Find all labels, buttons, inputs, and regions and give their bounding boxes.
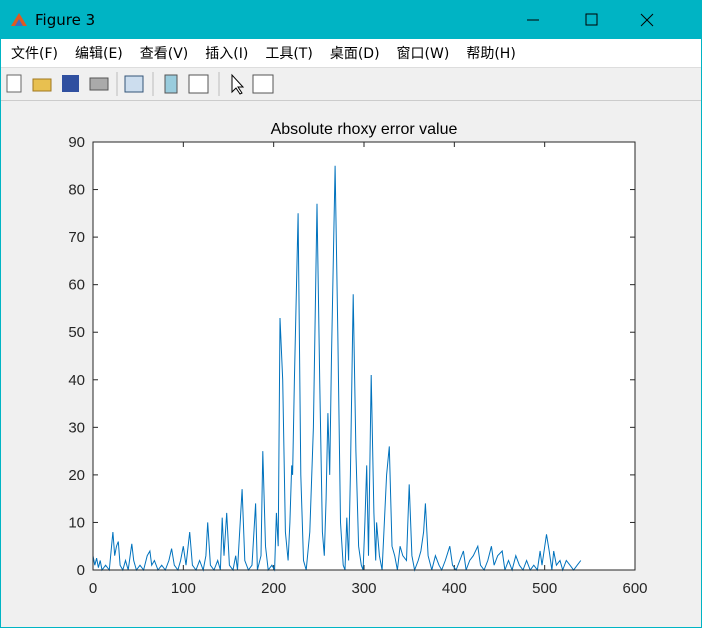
menu-item[interactable]: 工具(T): [265, 46, 313, 62]
y-tick-label: 30: [68, 419, 85, 436]
y-tick-label: 20: [68, 467, 85, 484]
y-tick-label: 40: [68, 372, 85, 389]
menu-item[interactable]: 查看(V): [139, 46, 189, 62]
title-bar: Figure 3: [1, 1, 701, 39]
menu-item[interactable]: 窗口(W): [396, 46, 450, 62]
y-tick-label: 50: [68, 324, 85, 341]
toolbar: [1, 68, 701, 101]
chart-title: Absolute rhoxy error value: [271, 121, 458, 138]
window-controls[interactable]: [141, 1, 701, 39]
menu-item[interactable]: 桌面(D): [329, 46, 380, 62]
data-line: [92, 165, 582, 572]
x-tick-label: 100: [171, 580, 196, 597]
axes-box: [92, 141, 636, 571]
x-tick-label: 400: [442, 580, 467, 597]
x-tick-label: 300: [351, 580, 376, 597]
x-tick-label: 500: [532, 580, 557, 597]
toolbar-icons[interactable]: [1, 68, 281, 100]
x-tick-label: 0: [89, 580, 97, 597]
menu-item[interactable]: 文件(F): [11, 46, 58, 62]
y-tick-label: 80: [68, 182, 85, 199]
y-tick-label: 0: [77, 562, 85, 579]
x-tick-label: 200: [261, 580, 286, 597]
menu-item[interactable]: 帮助(H): [466, 46, 516, 62]
menu-bar: 文件(F) 编辑(E) 查看(V) 插入(I) 工具(T) 桌面(D) 窗口(W) 帮助(H): [1, 39, 701, 68]
app-icon: [11, 13, 27, 26]
x-tick-label: 600: [622, 580, 647, 597]
y-tick-label: 10: [68, 514, 85, 531]
menu-item[interactable]: 插入(I): [205, 46, 249, 62]
menu-item[interactable]: 编辑(E): [74, 46, 123, 62]
plot-area: [93, 142, 635, 570]
y-tick-label: 60: [68, 277, 85, 294]
y-tick-label: 70: [68, 229, 85, 246]
window-title: Figure 3: [35, 11, 96, 29]
y-tick-label: 90: [68, 134, 85, 151]
